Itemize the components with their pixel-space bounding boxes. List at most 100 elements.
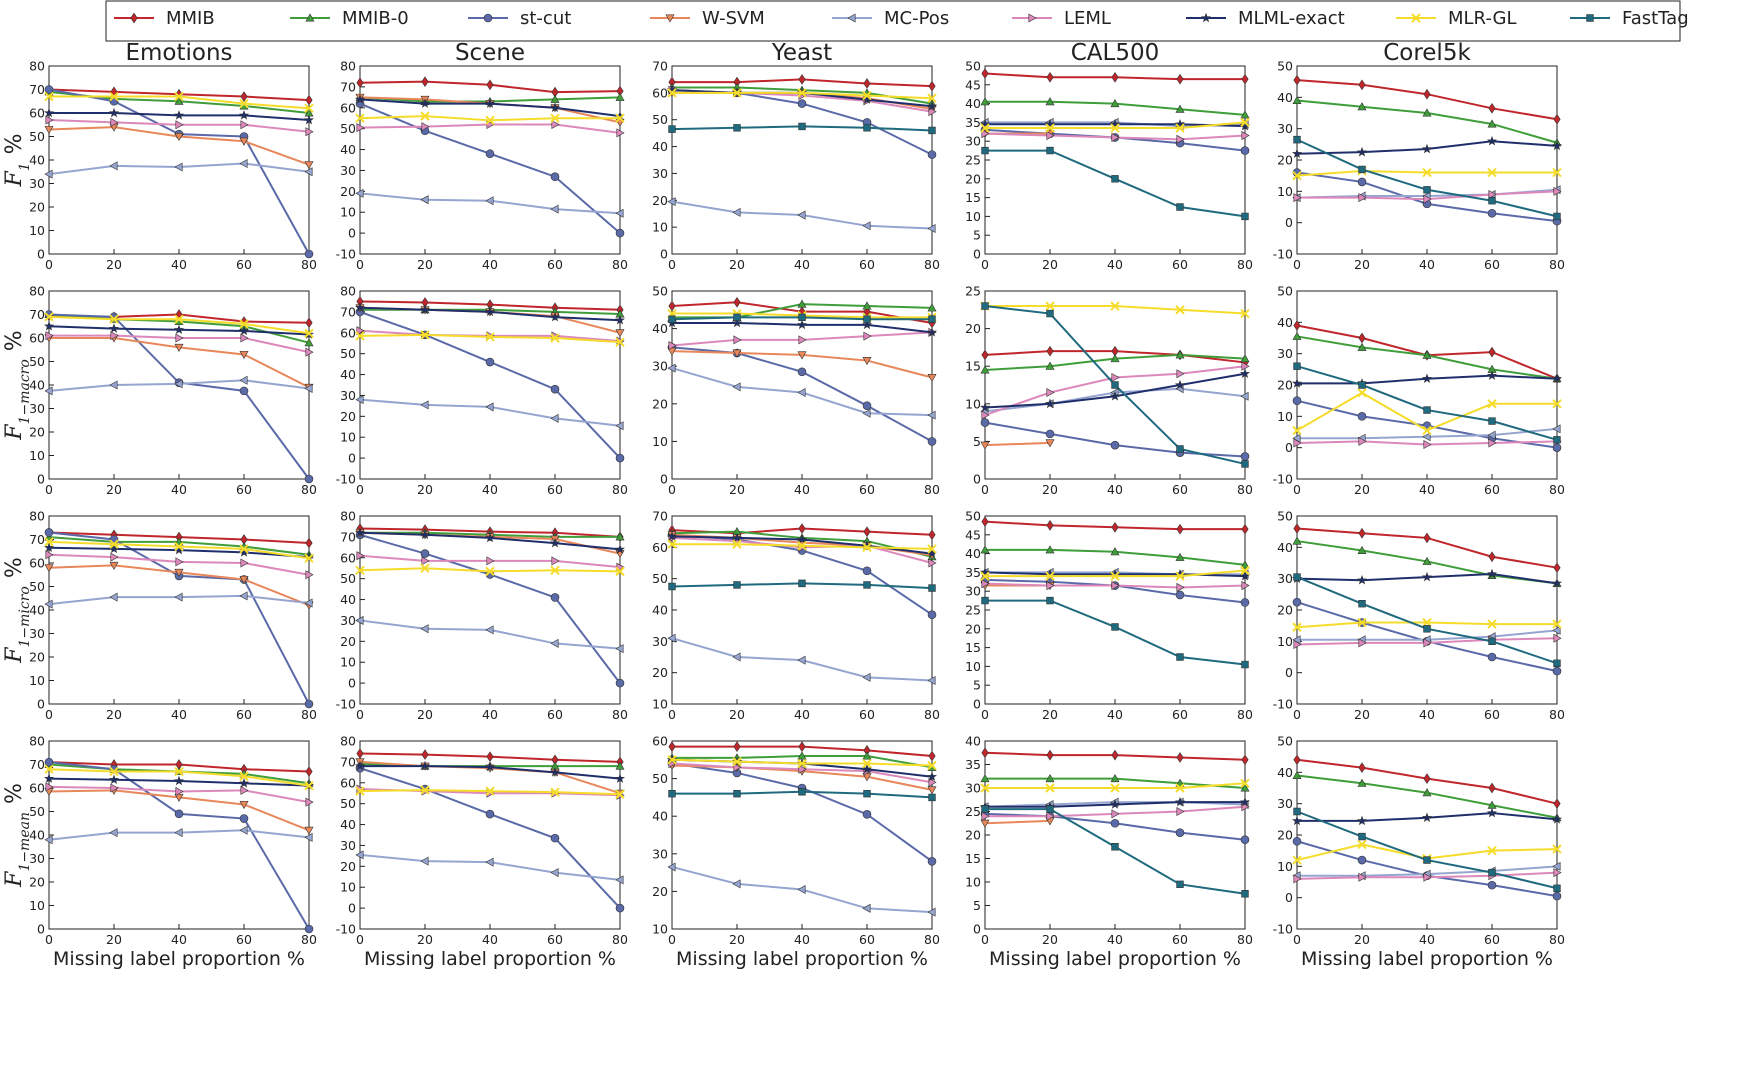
y-tick-label: 0 xyxy=(660,472,668,487)
point xyxy=(927,410,936,420)
point xyxy=(109,91,119,102)
point xyxy=(1423,406,1431,414)
point xyxy=(1292,622,1302,632)
point xyxy=(550,833,560,843)
point xyxy=(174,91,184,102)
point xyxy=(733,581,741,589)
point xyxy=(175,557,184,567)
point xyxy=(43,107,55,118)
point xyxy=(549,311,561,322)
point xyxy=(239,386,249,396)
point xyxy=(981,146,989,155)
point xyxy=(1240,391,1249,401)
y-tick-label: 20 xyxy=(652,396,668,411)
y-tick-label: 20 xyxy=(1277,153,1293,168)
point xyxy=(44,312,54,322)
point xyxy=(355,850,364,860)
x-tick-label: 60 xyxy=(859,932,875,947)
point xyxy=(731,532,743,543)
x-tick-label: 80 xyxy=(1237,257,1253,272)
point xyxy=(1110,301,1120,311)
y-tick-label: 40 xyxy=(652,603,668,618)
point xyxy=(304,924,314,934)
point xyxy=(668,582,676,591)
legend-label: MMIB xyxy=(166,8,215,29)
y-tick-label: 30 xyxy=(965,134,981,149)
point xyxy=(615,228,625,238)
point xyxy=(666,531,678,541)
point xyxy=(45,782,54,792)
point xyxy=(304,598,313,608)
x-tick-label: 0 xyxy=(1293,932,1301,947)
point xyxy=(668,789,676,798)
point xyxy=(1488,551,1496,563)
y-tick-label: 10 xyxy=(965,396,981,411)
point xyxy=(1551,373,1563,384)
point xyxy=(1487,652,1497,662)
point xyxy=(927,93,937,103)
y-tick-label: 0 xyxy=(1285,215,1293,230)
point xyxy=(667,755,677,765)
point xyxy=(1293,362,1301,370)
y-tick-label: 20 xyxy=(29,425,45,440)
x-tick-label: 80 xyxy=(924,257,940,272)
point xyxy=(1422,432,1431,442)
point xyxy=(1176,806,1185,817)
y-tick-label: 20 xyxy=(652,884,668,899)
x-tick-label: 60 xyxy=(1172,932,1188,947)
series-line xyxy=(985,149,1246,218)
x-tick-label: 80 xyxy=(301,482,317,497)
x-axis-label: Missing label proportion % xyxy=(676,948,928,970)
point xyxy=(862,221,871,231)
x-tick-label: 0 xyxy=(356,257,364,272)
point xyxy=(44,169,53,179)
point xyxy=(355,615,364,625)
point xyxy=(615,566,625,577)
point xyxy=(44,757,54,767)
point xyxy=(863,526,871,538)
point xyxy=(485,857,494,867)
point xyxy=(240,333,249,343)
point xyxy=(240,785,249,795)
y-tick-label: 10 xyxy=(29,448,45,463)
y-tick-label: 0 xyxy=(1285,440,1293,455)
x-tick-label: 60 xyxy=(547,932,563,947)
point xyxy=(1553,113,1561,125)
y-tick-label: 5 xyxy=(973,434,981,449)
y-tick-label: 40 xyxy=(652,321,668,336)
point xyxy=(1488,637,1496,646)
point xyxy=(981,68,989,79)
point xyxy=(238,778,250,788)
y-tick-label: 50 xyxy=(29,804,45,819)
point xyxy=(356,77,364,89)
point xyxy=(420,624,429,634)
point xyxy=(1111,843,1119,851)
x-tick-label: 80 xyxy=(1549,707,1565,722)
point xyxy=(1240,560,1250,569)
point xyxy=(1293,754,1301,766)
point xyxy=(549,767,561,777)
point xyxy=(733,124,741,132)
y-tick-label: 15 xyxy=(965,359,981,374)
point xyxy=(551,556,560,566)
point xyxy=(486,556,495,566)
y-tick-label: 60 xyxy=(652,85,668,100)
point xyxy=(550,787,560,797)
y-label-unit: % xyxy=(2,783,27,804)
point xyxy=(305,570,314,580)
point xyxy=(1292,331,1302,340)
point xyxy=(419,529,431,540)
point xyxy=(1358,193,1367,203)
y-tick-label: 50 xyxy=(965,509,981,524)
point xyxy=(1046,749,1054,761)
y-tick-label: 40 xyxy=(965,546,981,561)
point xyxy=(1423,625,1431,633)
point xyxy=(1421,143,1433,154)
point xyxy=(927,857,937,866)
y-tick-label: -10 xyxy=(1273,922,1293,937)
point xyxy=(980,819,990,828)
legend-marker xyxy=(305,13,315,22)
point xyxy=(1553,562,1561,574)
point xyxy=(420,549,430,558)
x-tick-label: 20 xyxy=(417,257,433,272)
